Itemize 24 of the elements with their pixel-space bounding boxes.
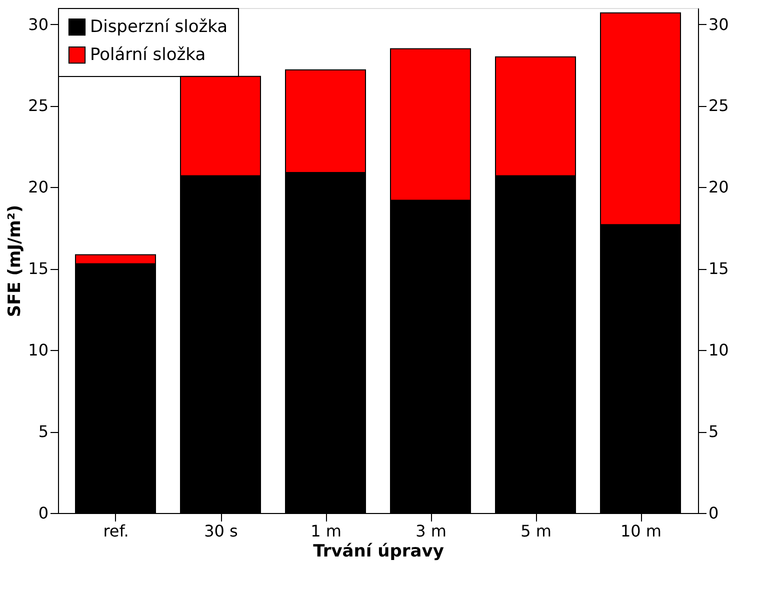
x-tick-label: 5 m <box>520 522 552 540</box>
y2-tick-label: 30 <box>708 14 729 34</box>
y-tick-label: 15 <box>28 259 48 278</box>
x-tick-label: ref. <box>103 522 129 540</box>
y2-tick-label: 10 <box>708 340 729 360</box>
x-tick-label: 1 m <box>310 522 342 540</box>
x-axis-title: Trvání úpravy <box>313 542 444 562</box>
y-tick-label: 10 <box>28 340 48 360</box>
y-tick-label: 0 <box>38 504 48 522</box>
y2-tick-label: 5 <box>708 422 719 442</box>
y-tick-label: 20 <box>28 178 48 197</box>
x-tick-label: 30 s <box>204 522 238 540</box>
y-tick-label: 30 <box>28 14 48 34</box>
legend-label: Disperzní složka <box>90 17 228 37</box>
x-tick-label: 3 m <box>416 522 446 540</box>
y-tick-label: 25 <box>28 96 48 116</box>
legend-label: Polární složka <box>90 45 206 65</box>
y2-tick-label: 15 <box>708 259 729 278</box>
y2-tick-label: 20 <box>708 178 729 197</box>
y-axis-title: SFE (mJ/m²) <box>5 204 26 318</box>
y-tick-label: 5 <box>38 422 48 442</box>
x-tick-label: 10 m <box>620 522 662 540</box>
y2-tick-label: 25 <box>708 96 729 116</box>
y2-tick-label: 0 <box>708 504 719 522</box>
